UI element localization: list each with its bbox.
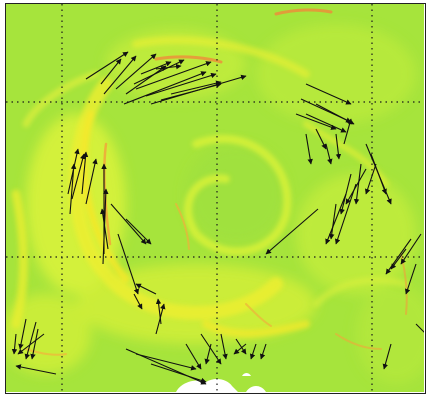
eddy-bands xyxy=(11,36,410,338)
current-vector-arrow xyxy=(103,55,137,95)
warm-streaks xyxy=(25,8,408,356)
current-vector-arrow xyxy=(115,53,157,90)
current-vector-arrow xyxy=(110,203,147,245)
current-vector-arrow xyxy=(125,218,152,245)
current-vector-arrow xyxy=(335,133,342,160)
current-vector-arrow xyxy=(18,318,27,350)
current-vector-arrow xyxy=(123,71,207,105)
current-vector-arrow xyxy=(200,333,222,365)
current-vector-arrow xyxy=(135,61,212,90)
current-vector-arrow xyxy=(185,343,202,370)
current-vector-arrow xyxy=(249,343,257,360)
current-vector-arrow xyxy=(15,364,57,375)
current-vector-arrow xyxy=(265,208,319,255)
current-vector-arrow xyxy=(345,168,367,205)
current-vector-arrow xyxy=(11,333,18,355)
current-vector-arrow xyxy=(125,65,167,95)
current-vector-arrow xyxy=(135,353,197,371)
ocean-current-map xyxy=(6,4,424,392)
current-vector-arrow xyxy=(370,153,387,195)
current-vector-arrow xyxy=(100,208,109,250)
current-vector-arrow xyxy=(133,59,185,85)
current-vector-arrow xyxy=(343,118,353,145)
current-vector-arrow xyxy=(400,233,422,265)
current-vector-arrow xyxy=(233,343,247,355)
current-vector-arrow xyxy=(150,363,207,384)
current-vector-arrow xyxy=(17,333,45,355)
current-vector-arrow xyxy=(155,298,162,325)
current-vector-arrow xyxy=(305,133,313,165)
current-vector-arrow xyxy=(315,128,327,150)
current-vector-arrow xyxy=(85,158,98,205)
current-vector-arrow xyxy=(235,338,247,355)
current-vector-arrow xyxy=(160,82,222,101)
current-vector-arrow xyxy=(353,163,362,205)
current-vector-arrow xyxy=(305,83,352,105)
current-vector-arrow xyxy=(30,328,39,360)
current-vector-arrow xyxy=(170,80,222,95)
current-vector-arrow xyxy=(259,343,267,360)
current-vector-arrow xyxy=(100,58,122,85)
current-vector-arrow xyxy=(328,203,337,240)
current-vector-arrow xyxy=(135,283,157,295)
current-vector-arrow xyxy=(69,163,77,215)
current-vector-arrow xyxy=(382,343,392,370)
cloud-mask xyxy=(176,373,266,392)
current-vector-arrow xyxy=(140,61,172,75)
current-vector-arrow xyxy=(133,293,143,310)
current-vector-arrow xyxy=(81,151,89,195)
current-vector-arrow xyxy=(305,113,347,133)
current-vector-arrow xyxy=(390,248,407,270)
current-vector-arrow xyxy=(220,333,228,360)
current-vector-arrow xyxy=(325,143,333,165)
current-vector-arrow xyxy=(155,303,166,335)
current-vector-arrow xyxy=(85,51,129,80)
current-vector-arrow xyxy=(71,153,86,200)
current-vector-arrow xyxy=(364,163,377,195)
graticule xyxy=(6,4,424,392)
current-vector-arrow xyxy=(204,343,212,365)
current-vectors xyxy=(11,51,424,385)
current-vector-arrow xyxy=(24,321,37,360)
current-vector-arrow xyxy=(415,323,424,333)
map-frame xyxy=(5,3,426,394)
current-vector-arrow xyxy=(117,233,140,295)
current-vector-arrow xyxy=(385,238,412,275)
current-vector-arrow xyxy=(404,263,417,295)
current-vector-arrow xyxy=(334,183,357,245)
current-vector-arrow xyxy=(145,72,217,97)
current-vector-arrow xyxy=(295,113,337,130)
